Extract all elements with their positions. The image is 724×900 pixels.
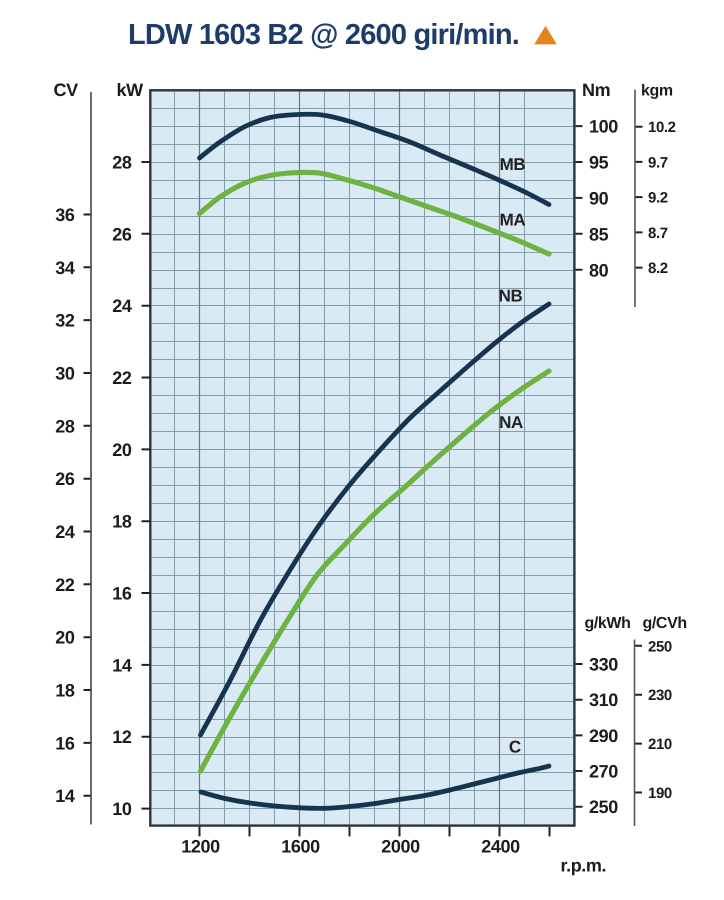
svg-text:MA: MA [500,210,526,229]
svg-text:NA: NA [499,413,523,432]
svg-text:26: 26 [112,224,132,244]
svg-text:r.p.m.: r.p.m. [561,856,607,876]
svg-text:NB: NB [499,287,523,306]
svg-text:36: 36 [55,205,75,225]
svg-text:85: 85 [589,224,609,244]
svg-text:250: 250 [589,797,618,817]
svg-text:MB: MB [500,155,526,174]
svg-text:18: 18 [55,681,75,701]
svg-text:30: 30 [55,363,75,383]
svg-text:16: 16 [55,733,75,753]
svg-text:16: 16 [112,584,132,604]
svg-text:kW: kW [117,80,144,100]
svg-text:22: 22 [55,575,75,595]
svg-text:20: 20 [55,628,75,648]
svg-text:90: 90 [589,188,609,208]
svg-text:210: 210 [648,736,672,753]
svg-text:270: 270 [589,762,618,782]
svg-text:100: 100 [589,117,618,137]
svg-text:14: 14 [55,786,75,806]
svg-text:g/CVh: g/CVh [643,615,687,632]
svg-text:32: 32 [55,311,75,331]
svg-text:Nm: Nm [582,80,610,100]
svg-text:12: 12 [112,727,132,747]
svg-text:2400: 2400 [481,836,520,856]
svg-text:190: 190 [648,785,672,802]
svg-text:290: 290 [589,726,618,746]
svg-text:80: 80 [589,260,609,280]
svg-text:250: 250 [648,638,672,655]
svg-text:2000: 2000 [381,836,420,856]
svg-text:9.2: 9.2 [648,190,668,207]
svg-text:20: 20 [112,440,132,460]
svg-text:24: 24 [112,296,132,316]
svg-text:28: 28 [55,416,75,436]
svg-text:18: 18 [112,512,132,532]
svg-text:34: 34 [55,258,75,278]
svg-text:9.7: 9.7 [648,154,668,171]
svg-text:14: 14 [112,655,132,675]
svg-text:24: 24 [55,522,75,542]
svg-text:CV: CV [54,80,79,100]
svg-text:230: 230 [648,687,672,704]
svg-text:1600: 1600 [281,836,320,856]
svg-text:10.2: 10.2 [648,119,676,136]
svg-text:26: 26 [55,469,75,489]
svg-text:22: 22 [112,368,132,388]
svg-text:330: 330 [589,655,618,675]
svg-text:LDW 1603 B2 @ 2600 giri/min.: LDW 1603 B2 @ 2600 giri/min. [128,19,519,51]
svg-text:8.7: 8.7 [648,225,668,242]
svg-text:g/kWh: g/kWh [585,615,631,632]
svg-text:C: C [509,738,521,757]
svg-text:95: 95 [589,153,609,173]
svg-text:10: 10 [112,799,132,819]
svg-text:kgm: kgm [641,83,673,100]
svg-text:1200: 1200 [181,836,220,856]
svg-text:28: 28 [112,153,132,173]
svg-text:310: 310 [589,690,618,710]
svg-text:8.2: 8.2 [648,260,668,277]
